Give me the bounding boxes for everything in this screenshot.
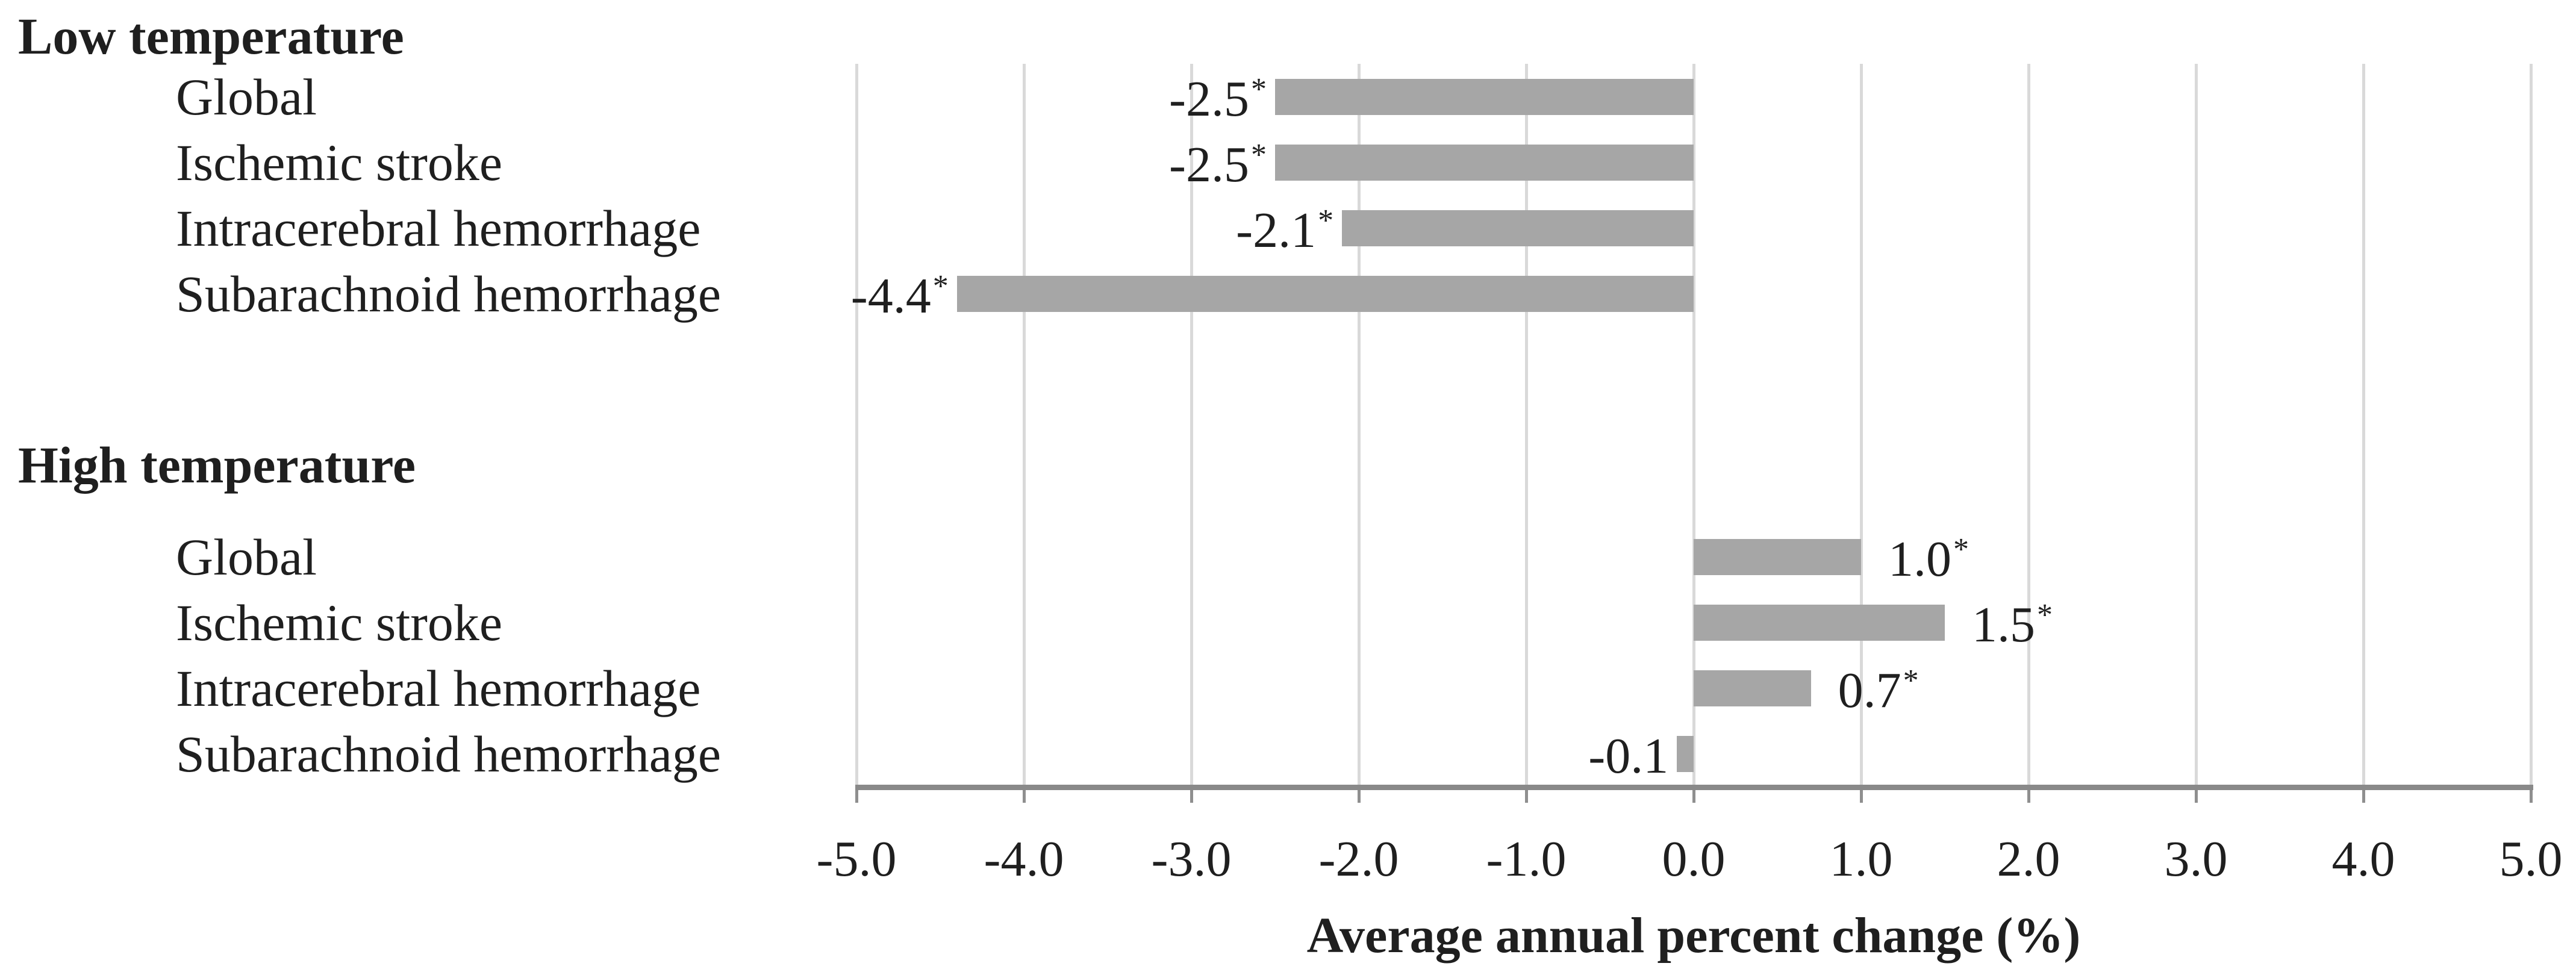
category-label: Subarachnoid hemorrhage [176,265,722,323]
significance-asterisk: * [2037,597,2053,632]
x-tick-label: 0.0 [1662,831,1726,887]
axis-tick [1357,785,1361,803]
bar-value-label: -0.1 [1588,728,1669,785]
gridline [1692,64,1695,785]
category-label: Subarachnoid hemorrhage [176,725,722,783]
category-label: Global [176,528,317,586]
axis-tick [1859,785,1863,803]
axis-tick [2529,785,2533,803]
axis-tick [1692,785,1695,803]
gridline [2529,64,2533,785]
axis-tick [2194,785,2198,803]
significance-asterisk: * [1318,203,1334,238]
x-tick-label: -4.0 [984,831,1064,887]
bar-value-label: -2.1* [1236,202,1334,258]
category-label: Ischemic stroke [176,133,503,192]
bar [1342,210,1694,246]
category-label: Global [176,67,317,126]
gridline [1357,64,1361,785]
gridline [855,64,858,785]
gridline [2362,64,2365,785]
category-label: Ischemic stroke [176,594,503,652]
gridline [2027,64,2030,785]
axis-tick [1022,785,1026,803]
axis-tick [1190,785,1193,803]
gridline [1190,64,1193,785]
axis-tick [2027,785,2030,803]
significance-asterisk: * [1250,137,1267,172]
bar-value-label: 1.5* [1972,597,2053,653]
bar [956,276,1694,313]
x-tick-label: 3.0 [2164,831,2228,887]
gridline [2194,64,2198,785]
group-header-low-temperature: Low temperature [18,7,404,65]
bar [1694,538,1861,575]
significance-asterisk: * [1250,72,1267,107]
significance-asterisk: * [932,269,949,304]
category-label: Intracerebral hemorrhage [176,199,701,257]
gridline [1859,64,1863,785]
significance-asterisk: * [1903,664,1919,699]
bar [1694,605,1945,641]
bar-value-label: -4.4* [850,268,949,325]
x-tick-label: -1.0 [1486,831,1567,887]
x-tick-label: -5.0 [816,831,897,887]
bar-value-label: 0.7* [1838,662,1919,719]
x-tick-label: 4.0 [2331,831,2395,887]
bar [1275,78,1694,115]
x-tick-label: 2.0 [1997,831,2060,887]
significance-asterisk: * [1953,532,1969,567]
x-tick-label: -3.0 [1151,831,1232,887]
x-tick-label: -2.0 [1318,831,1399,887]
gridline [1022,64,1026,785]
group-header-high-temperature: High temperature [18,436,416,494]
bar-value-label: -2.5* [1168,136,1267,193]
bar-value-label: -2.5* [1168,70,1267,127]
bar-value-label: 1.0* [1888,531,1969,587]
axis-tick [855,785,858,803]
axis-tick [1524,785,1528,803]
bar [1694,670,1811,707]
category-label: Intracerebral hemorrhage [176,659,701,718]
axis-tick [2362,785,2365,803]
gridline [1524,64,1528,785]
x-axis-title: Average annual percent change (%) [1306,908,2081,964]
bar [1677,736,1694,773]
x-tick-label: 5.0 [2499,831,2563,887]
x-axis-line [855,785,2533,790]
x-tick-label: 1.0 [1829,831,1893,887]
bar [1275,144,1694,181]
